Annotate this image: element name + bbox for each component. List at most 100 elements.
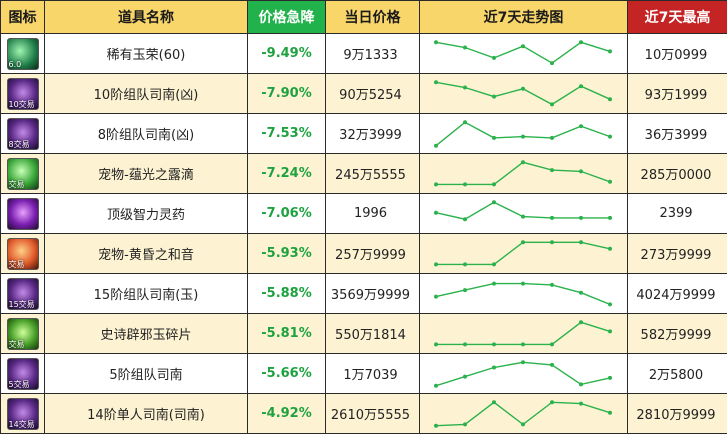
trend-point <box>550 341 554 346</box>
trend-point <box>521 421 525 426</box>
seven-day-high: 10万0999 <box>627 33 727 74</box>
trend-chart-cell <box>419 393 628 434</box>
seven-day-high: 582万9999 <box>627 313 727 354</box>
trend-line <box>435 282 611 305</box>
trend-chart-cell <box>419 273 628 314</box>
trend-sparkline <box>434 281 612 306</box>
trend-line <box>436 241 611 265</box>
trend-point <box>608 328 612 333</box>
item-icon-cell: 10交易 <box>0 73 45 114</box>
table-row[interactable]: 15交易 15阶组队司南(玉) -5.88% 3569万9999 4024万9999 <box>0 273 727 314</box>
trend-point <box>579 39 583 44</box>
trend-point <box>608 301 612 306</box>
trend-point <box>550 239 554 244</box>
trend-line <box>436 321 611 345</box>
trend-point <box>521 239 525 244</box>
item-icon-cell: 交易 <box>0 153 45 194</box>
trend-point <box>608 215 612 220</box>
trend-point <box>579 215 583 220</box>
trend-point <box>521 359 525 364</box>
trend-sparkline <box>434 399 612 428</box>
gem-icon: 6.0 <box>6 37 39 70</box>
today-price: 245万5555 <box>325 153 420 194</box>
trend-point <box>521 134 525 139</box>
trend-point <box>492 94 496 99</box>
trend-point <box>550 215 554 220</box>
trend-chart-cell <box>419 233 628 274</box>
compass-icon: 5交易 <box>6 357 39 390</box>
price-drop: -4.92% <box>247 393 326 434</box>
trend-point <box>492 261 496 266</box>
compass-icon: 14交易 <box>6 397 39 430</box>
trend-point <box>579 401 583 406</box>
trend-point <box>463 85 467 89</box>
seven-day-high: 2399 <box>627 193 727 234</box>
icon-tag: 6.0 <box>8 59 22 69</box>
trend-point <box>521 214 525 219</box>
trend-point <box>492 135 496 140</box>
trend-point <box>492 181 496 186</box>
header-price-drop: 价格急降 <box>247 0 326 34</box>
trend-point <box>608 179 612 184</box>
trend-line <box>435 81 611 105</box>
item-icon-cell: 6.0 <box>0 33 45 74</box>
price-drop: -5.88% <box>247 273 326 314</box>
seven-day-high: 285万0000 <box>627 153 727 194</box>
item-icon-cell: 交易 <box>0 313 45 354</box>
trend-sparkline <box>434 79 612 106</box>
trend-point <box>492 281 496 286</box>
table-row[interactable]: 10交易 10阶组队司南(凶) -7.90% 90万5254 93万1999 <box>0 73 727 114</box>
trend-sparkline <box>434 199 612 221</box>
today-price: 32万3999 <box>325 113 420 154</box>
trend-point <box>579 168 583 173</box>
header-row: 图标 道具名称 价格急降 当日价格 近7天走势图 近7天最高 <box>0 0 727 34</box>
trend-point <box>434 181 438 186</box>
table-row[interactable]: 5交易 5阶组队司南 -5.66% 1万7039 2万5800 <box>0 353 727 394</box>
item-name: 15阶组队司南(玉) <box>44 273 248 314</box>
trend-point <box>550 167 554 172</box>
table-body: 6.0 稀有玉荣(60) -9.49% 9万1333 10万0999 10交易 10阶组队司… <box>0 33 727 434</box>
today-price: 257万9999 <box>325 233 420 274</box>
trend-sparkline <box>434 239 612 266</box>
trend-point <box>579 319 583 324</box>
header-7day-trend: 近7天走势图 <box>419 0 628 34</box>
today-price: 550万1814 <box>325 313 420 354</box>
trend-point <box>579 290 583 295</box>
potion-icon <box>6 197 39 230</box>
table-row[interactable]: 6.0 稀有玉荣(60) -9.49% 9万1333 10万0999 <box>0 33 727 74</box>
table-row[interactable]: 8交易 8阶组队司南(凶) -7.53% 32万3999 36万3999 <box>0 113 727 154</box>
drop-icon: 交易 <box>6 157 39 190</box>
price-drop: -7.06% <box>247 193 326 234</box>
price-drop: -7.90% <box>247 73 326 114</box>
trend-point <box>608 96 612 101</box>
trend-point <box>550 282 554 287</box>
trend-chart-cell <box>419 73 628 114</box>
table-row[interactable]: 14交易 14阶单人司南(司南) -4.92% 2610万5555 2810万9999 <box>0 393 727 434</box>
trend-point <box>550 362 554 367</box>
table-row[interactable]: 交易 史诗辟邪玉碎片 -5.81% 550万1814 582万9999 <box>0 313 727 354</box>
trend-point <box>550 399 554 404</box>
table-row[interactable]: 顶级智力灵药 -7.06% 1996 2399 <box>0 193 727 234</box>
trend-chart-cell <box>419 313 628 354</box>
trend-point <box>492 55 496 60</box>
item-name: 史诗辟邪玉碎片 <box>44 313 248 354</box>
table-row[interactable]: 交易 宠物-蕴光之露滴 -7.24% 245万5555 285万0000 <box>0 153 727 194</box>
price-drop: -5.66% <box>247 353 326 394</box>
table-row[interactable]: 交易 宠物-黄昏之和音 -5.93% 257万9999 273万9999 <box>0 233 727 274</box>
price-drop: -5.93% <box>247 233 326 274</box>
compass-icon: 15交易 <box>6 277 39 310</box>
icon-tag: 14交易 <box>8 419 35 429</box>
header-7day-high: 近7天最高 <box>627 0 727 34</box>
header-icon: 图标 <box>0 0 45 34</box>
trend-point <box>579 239 583 244</box>
trend-point <box>434 423 438 428</box>
trend-line <box>435 120 611 146</box>
trend-chart-cell <box>419 353 628 394</box>
item-name: 宠物-蕴光之露滴 <box>44 153 248 194</box>
trend-point <box>434 261 438 266</box>
icon-tag: 15交易 <box>8 299 35 309</box>
trend-point <box>434 210 438 215</box>
icon-tag: 交易 <box>8 259 25 269</box>
trend-line <box>435 361 611 386</box>
item-icon-cell: 8交易 <box>0 113 45 154</box>
